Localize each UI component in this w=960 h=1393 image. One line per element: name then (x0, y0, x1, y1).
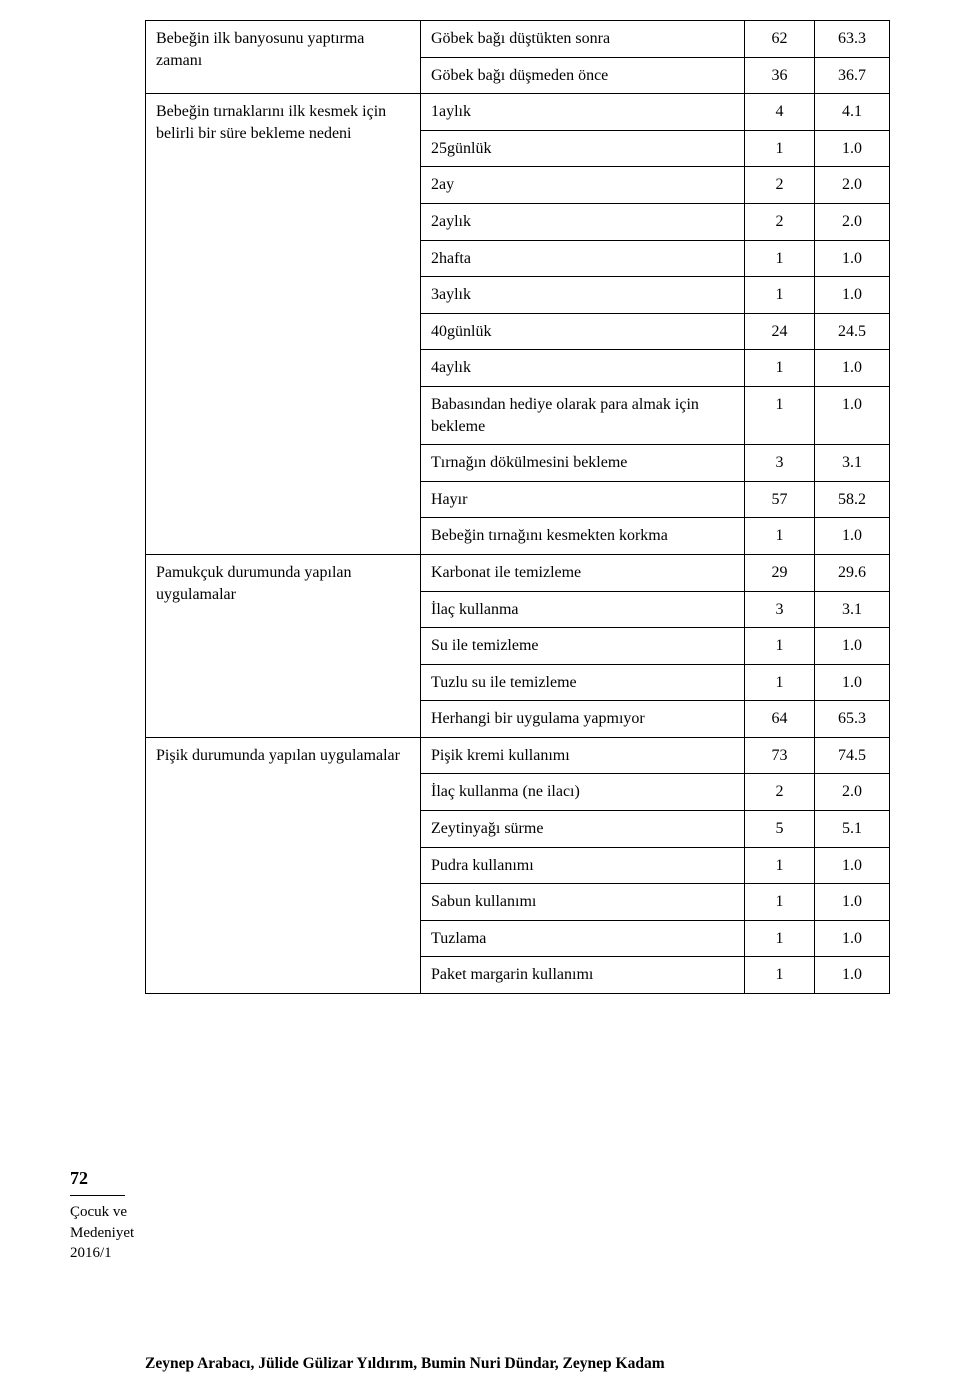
row-percent: 5.1 (815, 811, 890, 848)
row-item: Tırnağın dökülmesini bekleme (421, 445, 745, 482)
row-percent: 58.2 (815, 481, 890, 518)
row-group-label: Pamukçuk durumunda yapılan uygulamalar (146, 554, 421, 737)
row-count: 62 (745, 21, 815, 58)
row-item: İlaç kullanma (421, 591, 745, 628)
page-footer-left: 72 Çocuk ve Medeniyet 2016/1 (70, 1166, 134, 1263)
row-item: Su ile temizleme (421, 628, 745, 665)
row-item: Pudra kullanımı (421, 847, 745, 884)
row-count: 1 (745, 386, 815, 444)
row-count: 24 (745, 313, 815, 350)
table-row: Bebeğin tırnaklarını ilk kesmek için bel… (146, 94, 890, 131)
row-percent: 2.0 (815, 203, 890, 240)
row-item: Paket margarin kullanımı (421, 957, 745, 994)
row-count: 4 (745, 94, 815, 131)
row-item: 2ay (421, 167, 745, 204)
row-count: 64 (745, 701, 815, 738)
footer-divider (70, 1195, 125, 1197)
row-count: 1 (745, 130, 815, 167)
row-count: 1 (745, 240, 815, 277)
row-item: Hayır (421, 481, 745, 518)
row-count: 1 (745, 957, 815, 994)
data-table: Bebeğin ilk banyosunu yaptırma zamanıGöb… (145, 20, 890, 994)
row-percent: 3.1 (815, 591, 890, 628)
row-group-label: Bebeğin tırnaklarını ilk kesmek için bel… (146, 94, 421, 555)
row-item: Tuzlu su ile temizleme (421, 664, 745, 701)
row-item: Bebeğin tırnağını kesmekten korkma (421, 518, 745, 555)
row-count: 1 (745, 628, 815, 665)
row-count: 57 (745, 481, 815, 518)
table-row: Bebeğin ilk banyosunu yaptırma zamanıGöb… (146, 21, 890, 58)
row-count: 1 (745, 518, 815, 555)
row-item: 1aylık (421, 94, 745, 131)
row-percent: 1.0 (815, 884, 890, 921)
author-line: Zeynep Arabacı, Jülide Gülizar Yıldırım,… (145, 1355, 890, 1373)
row-percent: 4.1 (815, 94, 890, 131)
row-percent: 1.0 (815, 628, 890, 665)
row-item: 4aylık (421, 350, 745, 387)
row-item: Zeytinyağı sürme (421, 811, 745, 848)
row-percent: 1.0 (815, 847, 890, 884)
row-count: 73 (745, 737, 815, 774)
row-item: Karbonat ile temizleme (421, 554, 745, 591)
row-item: 25günlük (421, 130, 745, 167)
row-percent: 2.0 (815, 167, 890, 204)
row-count: 1 (745, 277, 815, 314)
row-count: 1 (745, 350, 815, 387)
row-percent: 3.1 (815, 445, 890, 482)
row-count: 5 (745, 811, 815, 848)
row-item: 2hafta (421, 240, 745, 277)
row-percent: 24.5 (815, 313, 890, 350)
row-percent: 1.0 (815, 130, 890, 167)
row-count: 3 (745, 591, 815, 628)
row-item: Babasından hediye olarak para almak için… (421, 386, 745, 444)
row-item: Göbek bağı düştükten sonra (421, 21, 745, 58)
row-percent: 1.0 (815, 957, 890, 994)
row-item: Göbek bağı düşmeden önce (421, 57, 745, 94)
row-percent: 2.0 (815, 774, 890, 811)
table-row: Pamukçuk durumunda yapılan uygulamalarKa… (146, 554, 890, 591)
row-item: 3aylık (421, 277, 745, 314)
table-row: Pişik durumunda yapılan uygulamalarPişik… (146, 737, 890, 774)
row-item: 2aylık (421, 203, 745, 240)
journal-name: Çocuk ve Medeniyet 2016/1 (70, 1202, 134, 1263)
row-percent: 1.0 (815, 386, 890, 444)
row-percent: 1.0 (815, 518, 890, 555)
row-percent: 1.0 (815, 277, 890, 314)
row-percent: 1.0 (815, 664, 890, 701)
row-item: İlaç kullanma (ne ilacı) (421, 774, 745, 811)
row-percent: 29.6 (815, 554, 890, 591)
row-count: 2 (745, 167, 815, 204)
row-percent: 65.3 (815, 701, 890, 738)
row-group-label: Pişik durumunda yapılan uygulamalar (146, 737, 421, 993)
row-count: 1 (745, 847, 815, 884)
row-count: 1 (745, 884, 815, 921)
row-percent: 1.0 (815, 350, 890, 387)
row-count: 1 (745, 920, 815, 957)
row-count: 2 (745, 774, 815, 811)
page-number: 72 (70, 1166, 134, 1190)
row-count: 29 (745, 554, 815, 591)
row-item: Herhangi bir uygulama yapmıyor (421, 701, 745, 738)
row-item: Sabun kullanımı (421, 884, 745, 921)
row-count: 2 (745, 203, 815, 240)
row-percent: 1.0 (815, 920, 890, 957)
row-count: 3 (745, 445, 815, 482)
row-count: 1 (745, 664, 815, 701)
row-count: 36 (745, 57, 815, 94)
row-item: 40günlük (421, 313, 745, 350)
row-item: Pişik kremi kullanımı (421, 737, 745, 774)
row-item: Tuzlama (421, 920, 745, 957)
row-percent: 74.5 (815, 737, 890, 774)
row-percent: 63.3 (815, 21, 890, 58)
row-group-label: Bebeğin ilk banyosunu yaptırma zamanı (146, 21, 421, 94)
row-percent: 36.7 (815, 57, 890, 94)
row-percent: 1.0 (815, 240, 890, 277)
